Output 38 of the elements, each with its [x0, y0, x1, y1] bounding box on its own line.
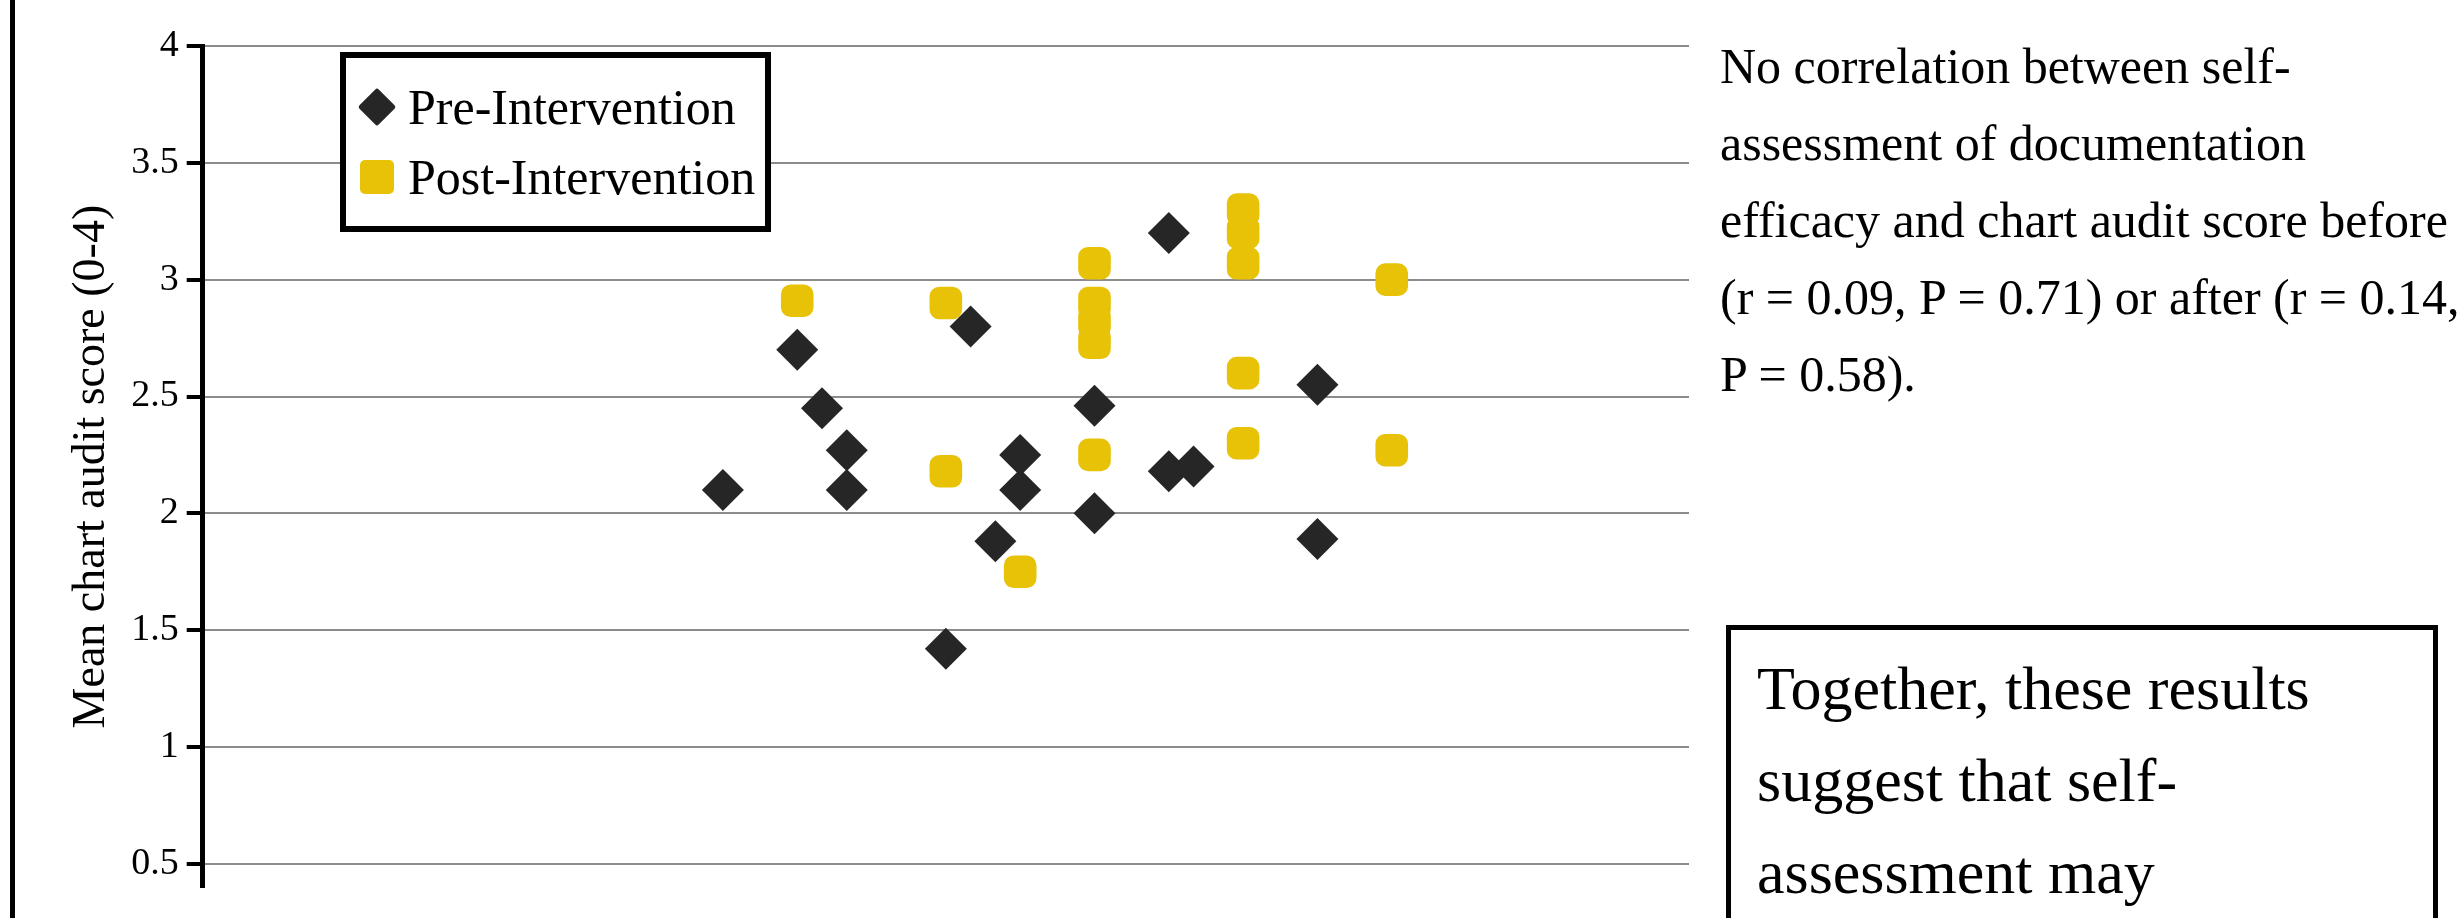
point: [1226, 356, 1260, 390]
point: [1296, 518, 1339, 561]
point: [1078, 438, 1111, 472]
point: [974, 520, 1017, 563]
point: [1078, 247, 1111, 280]
text: Together, these results suggest that self-assessment may: [1726, 625, 2438, 918]
legend-label: Post-Intervention: [408, 148, 756, 207]
legend-label: Pre-Intervention: [408, 78, 736, 137]
point: [825, 429, 868, 472]
point: [1073, 492, 1116, 535]
point: [776, 328, 819, 371]
y-axis-title: Mean chart audit score (0-4): [62, 204, 114, 729]
y-tick-label: 1.5: [131, 606, 179, 649]
point: [1226, 426, 1260, 460]
point: [999, 433, 1042, 476]
y-tick-label: 3: [159, 255, 179, 298]
point: [701, 468, 744, 511]
y-tick-label: 4: [159, 21, 179, 64]
point: [1147, 211, 1190, 254]
point: [1073, 384, 1116, 427]
point: [1375, 433, 1409, 467]
text: No correlation between self-assessment of documentation efficacy and chart audit score before (r = 0.09, P = 0.71) or after (r = 0.14, P = 0.58).: [1720, 37, 2460, 404]
point: [929, 454, 963, 488]
point: [780, 284, 814, 317]
y-tick-label: 2: [159, 489, 179, 532]
y-tick-label: 1: [159, 722, 179, 765]
y-tick-label: 2.5: [131, 372, 179, 415]
point: [949, 305, 992, 348]
point: [924, 627, 967, 670]
y-tick-label: 3.5: [131, 138, 179, 181]
point: [800, 387, 843, 430]
point: [929, 286, 963, 320]
point: [1003, 555, 1037, 589]
point: [825, 468, 868, 511]
point: [1375, 263, 1409, 296]
point: [1226, 247, 1260, 280]
point: [1296, 363, 1339, 406]
y-tick-label: 0.5: [131, 839, 179, 882]
